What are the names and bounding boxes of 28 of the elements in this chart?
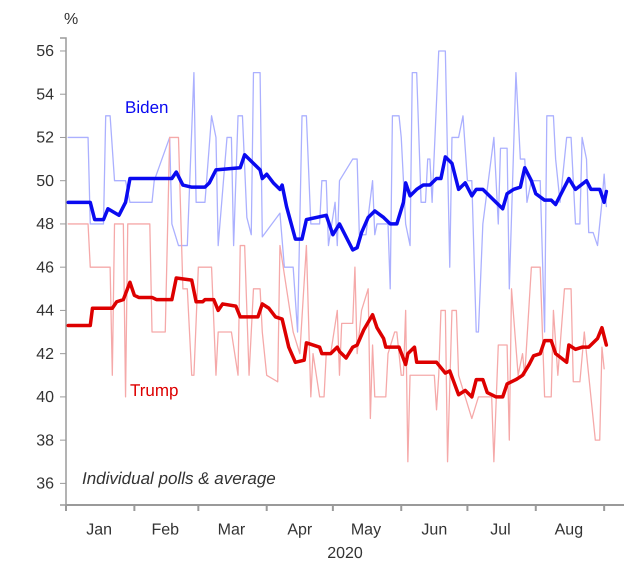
x-tick-label: Apr [287,521,313,538]
annotation: Individual polls & average [82,469,276,488]
line-series [68,50,608,333]
y-tick-label: 52 [36,130,54,147]
y-tick-label: 44 [36,302,54,320]
y-tick-label: 48 [36,216,54,234]
y-tick-label: 56 [36,43,54,60]
y-tick-label: 38 [36,432,54,450]
y-axis-title: % [64,11,78,28]
y-tick-label: 50 [36,172,54,190]
line-series [66,153,608,252]
x-axis-title: 2020 [327,545,363,562]
x-tick-label: Mar [218,521,246,538]
x-tick-label: Jun [421,521,448,538]
text: Biden [125,98,168,117]
y-tick-label: 54 [36,86,54,104]
x-tick-label: Aug [554,521,584,538]
x-tick-label: Feb [151,521,180,538]
text: Trump [130,381,178,400]
line-series [68,136,605,462]
y-tick-label: 36 [36,476,54,492]
y-tick-label: 46 [36,259,54,276]
x-tick-label: Jan [86,521,112,538]
x-tick-label: May [350,521,382,538]
y-tick-label: 42 [36,346,54,363]
y-tick-label: 40 [36,389,54,406]
x-tick-label: Jul [490,521,511,538]
line-series [66,276,608,399]
